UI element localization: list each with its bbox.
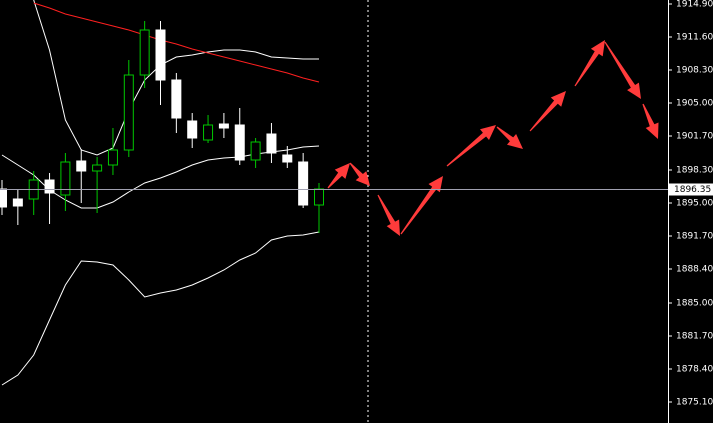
y-tick-label: 1885.00 xyxy=(676,299,713,309)
candle-body xyxy=(12,198,23,207)
forecast-arrows xyxy=(327,40,659,236)
current-price-box xyxy=(669,183,713,196)
candle-body xyxy=(314,188,324,206)
y-tick-label: 1895.00 xyxy=(676,199,713,209)
candle-body xyxy=(155,29,166,81)
y-tick-label: 1911.60 xyxy=(676,33,713,43)
forecast-arrow xyxy=(642,103,659,139)
forecast-arrow xyxy=(604,41,641,99)
y-tick-label: 1891.70 xyxy=(676,232,713,242)
band-lower xyxy=(1,231,320,386)
current-price-label: 1896.35 xyxy=(674,185,711,195)
forecast-arrow xyxy=(349,162,370,186)
y-tick-label: 1875.10 xyxy=(676,398,713,408)
candle-body xyxy=(44,179,55,194)
candle-body xyxy=(234,124,245,161)
forecast-arrow xyxy=(377,194,400,236)
candle-body xyxy=(282,154,293,163)
forecast-arrow xyxy=(327,163,350,189)
candle-body xyxy=(171,79,182,119)
y-tick-label: 1901.70 xyxy=(676,132,713,142)
candle-body xyxy=(123,74,134,151)
candle-body xyxy=(76,160,87,172)
y-tick-label: 1914.90 xyxy=(676,0,713,10)
forecast-arrow xyxy=(496,126,523,149)
y-tick-label: 1878.40 xyxy=(676,365,713,375)
candle-body xyxy=(92,164,103,172)
y-tick-label: 1905.00 xyxy=(676,99,713,109)
y-axis: 1914.90 1911.60 1908.30 1905.00 1901.70 1898.… xyxy=(668,0,713,408)
forecast-arrow xyxy=(529,91,566,132)
candle-body xyxy=(60,161,71,196)
candle-body xyxy=(107,149,118,166)
y-tick-label: 1908.30 xyxy=(676,66,713,76)
band-middle xyxy=(1,145,320,209)
candle-body xyxy=(218,123,229,129)
y-tick-label: 1888.40 xyxy=(676,265,713,275)
candle-body xyxy=(203,124,214,141)
forecast-arrow xyxy=(400,176,443,235)
y-tick-label: 1898.30 xyxy=(676,166,713,176)
candle-body xyxy=(266,133,277,154)
y-tick-label: 1881.70 xyxy=(676,332,713,342)
candle-body xyxy=(250,141,261,161)
candle-body xyxy=(187,120,198,139)
candle-body xyxy=(139,29,150,76)
candle-body xyxy=(298,161,309,206)
forecast-arrow xyxy=(446,125,496,167)
candle-body xyxy=(0,188,7,208)
forecast-arrow xyxy=(574,40,605,87)
moving-average xyxy=(33,2,320,83)
